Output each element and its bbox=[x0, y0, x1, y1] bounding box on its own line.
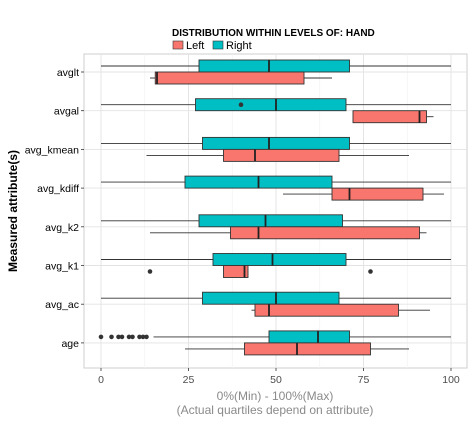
outlier-point bbox=[238, 102, 244, 107]
box-iqr bbox=[254, 303, 399, 317]
x-axis: 0 25 50 75 100 bbox=[98, 368, 460, 386]
x-tick-label: 100 bbox=[442, 374, 460, 386]
outlier-point bbox=[140, 334, 146, 340]
x-tick-label: 75 bbox=[358, 374, 370, 386]
x-tick-label: 50 bbox=[270, 374, 282, 386]
x-axis-title-line2: (Actual quartiles depend on attribute) bbox=[177, 403, 374, 417]
box-right-avg_kdiff bbox=[101, 175, 451, 189]
y-axis-title: Measured attribute(s) bbox=[6, 150, 20, 272]
box-iqr bbox=[198, 214, 343, 228]
outlier-point bbox=[126, 334, 132, 340]
box-left-avg_k1 bbox=[147, 265, 373, 278]
box-iqr bbox=[352, 110, 427, 124]
box-iqr bbox=[195, 98, 347, 112]
y-tick-label: avg_ac bbox=[45, 299, 79, 311]
y-tick-label: age bbox=[61, 338, 79, 350]
box-iqr bbox=[268, 330, 350, 344]
box-iqr bbox=[331, 187, 424, 201]
box-iqr bbox=[223, 148, 340, 162]
legend-swatch-right bbox=[212, 40, 224, 50]
outlier-point bbox=[137, 334, 142, 340]
box-left-age bbox=[185, 342, 409, 356]
box-right-avgal bbox=[101, 98, 451, 112]
outlier-point bbox=[147, 269, 153, 274]
box-left-avg_kmean bbox=[146, 148, 409, 162]
x-tick-label: 25 bbox=[183, 374, 195, 386]
box-left-avg_kdiff bbox=[283, 187, 444, 201]
y-tick-label: avgal bbox=[54, 106, 79, 118]
outlier-point bbox=[109, 334, 114, 340]
y-tick-label: avg_kmean bbox=[25, 144, 79, 156]
y-tick-label: avg_k2 bbox=[45, 222, 79, 234]
x-axis-title-line1: 0%(Min) - 100%(Max) bbox=[217, 389, 334, 403]
legend-swatch-left bbox=[172, 40, 184, 50]
box-left-avg_k2 bbox=[150, 226, 427, 240]
box-iqr bbox=[230, 226, 420, 240]
box-iqr bbox=[212, 253, 347, 266]
outlier-point bbox=[130, 334, 135, 340]
y-tick-label: avg_kdiff bbox=[37, 183, 79, 195]
outlier-point bbox=[116, 334, 121, 340]
x-tick-label: 0 bbox=[98, 374, 104, 386]
box-right-avg_kmean bbox=[101, 136, 451, 150]
box-left-avglt bbox=[150, 71, 332, 85]
y-tick-label: avglt bbox=[57, 67, 79, 79]
outlier-point bbox=[119, 334, 125, 340]
outlier-point bbox=[98, 334, 104, 340]
box-iqr bbox=[244, 342, 371, 356]
box-iqr bbox=[223, 265, 249, 278]
box-left-avg_ac bbox=[251, 303, 430, 317]
y-tick-label: avg_k1 bbox=[45, 261, 79, 273]
chart-title: DISTRIBUTION WITHIN LEVELS OF: HAND bbox=[172, 28, 375, 39]
legend-label-right: Right bbox=[226, 40, 252, 52]
box-left-avgal bbox=[352, 110, 434, 124]
y-axis: avglt avgal avg_kmean avg_kdiff avg_k2 avg_k1… bbox=[25, 67, 84, 350]
box-iqr bbox=[154, 71, 305, 85]
legend-label-left: Left bbox=[186, 40, 204, 52]
outlier-point bbox=[368, 269, 373, 274]
boxes-layer bbox=[98, 59, 451, 356]
outlier-point bbox=[144, 334, 149, 340]
box-iqr bbox=[198, 59, 350, 73]
box-right-age bbox=[98, 330, 451, 344]
legend: Left Right bbox=[172, 40, 252, 52]
box-iqr bbox=[202, 291, 340, 305]
box-iqr bbox=[202, 136, 350, 150]
box-right-avg_k2 bbox=[101, 214, 451, 228]
box-right-avg_k1 bbox=[101, 253, 451, 266]
